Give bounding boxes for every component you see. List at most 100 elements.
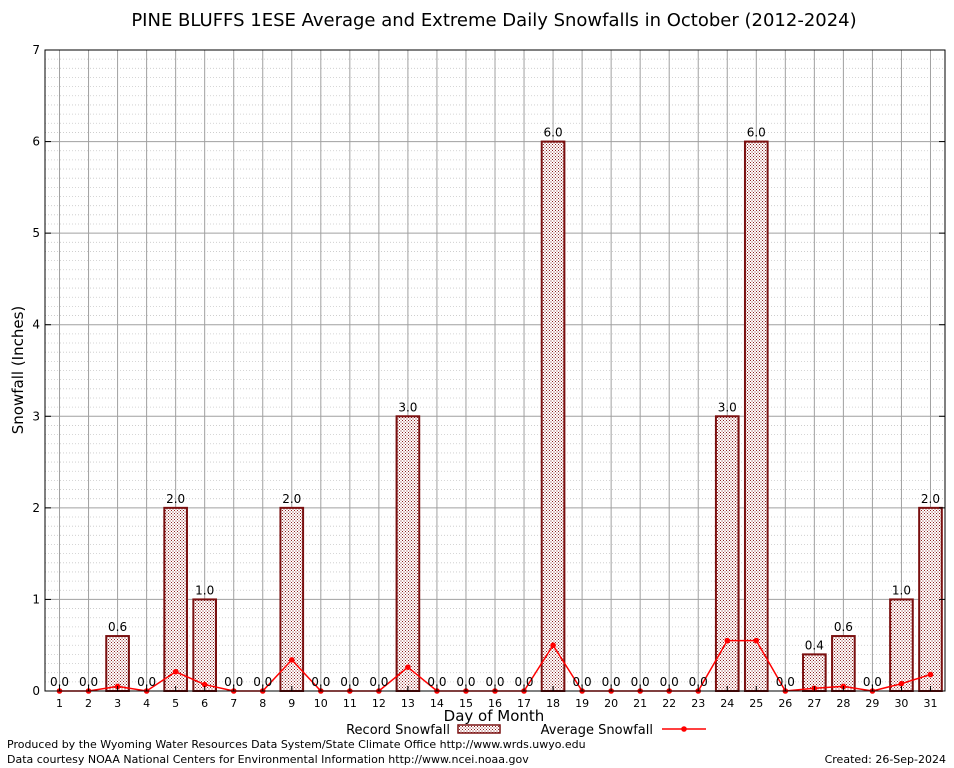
bar-value-label: 6.0: [544, 126, 563, 140]
bar-value-label: 6.0: [747, 126, 766, 140]
x-tick-label: 29: [865, 697, 879, 710]
x-tick-label: 20: [604, 697, 618, 710]
bar-value-label: 0.0: [573, 675, 592, 689]
average-point: [288, 657, 295, 663]
x-tick-label: 8: [259, 697, 266, 710]
bar-value-label: 0.4: [805, 638, 824, 652]
x-tick-label: 10: [314, 697, 328, 710]
x-tick-label: 3: [114, 697, 121, 710]
legend: Record Snowfall Average Snowfall: [346, 723, 706, 738]
average-point: [898, 680, 905, 687]
bar-value-label: 0.0: [776, 675, 795, 689]
bar-value-label: 0.0: [340, 675, 359, 689]
x-tick-label: 28: [836, 697, 850, 710]
legend-label-record: Record Snowfall: [346, 723, 450, 738]
y-tick-label: 2: [32, 501, 40, 515]
x-tick-label: 1: [56, 697, 63, 710]
record-bar: [714, 415, 740, 692]
x-axis-label: Day of Month: [444, 707, 545, 725]
record-bar: [918, 506, 943, 692]
bar-value-labels: 0.0 0.0 0.6 0.0 2.0 1.0 0.0 0.0 2.0 0.0 0.0 0.0 3.0 0…: [50, 126, 940, 689]
y-tick-label: 7: [32, 43, 40, 57]
average-point: [753, 637, 760, 644]
record-bar: [163, 506, 188, 692]
legend-label-average: Average Snowfall: [541, 723, 653, 738]
chart-title: PINE BLUFFS 1ESE Average and Extreme Dai…: [131, 10, 856, 31]
bar-value-label: 2.0: [166, 492, 185, 506]
record-bar: [889, 598, 914, 693]
record-bar: [395, 415, 421, 692]
bar-value-label: 1.0: [195, 583, 214, 597]
y-tick-label: 1: [32, 592, 40, 606]
x-tick-label: 12: [372, 697, 386, 710]
x-tick-label: 16: [488, 697, 502, 710]
x-tick-label: 11: [343, 697, 357, 710]
x-tick-label: 24: [720, 697, 734, 710]
bar-value-label: 0.0: [631, 675, 650, 689]
legend-marker-average: [681, 726, 687, 732]
y-tick-label: 6: [32, 135, 40, 149]
x-tick-label: 13: [401, 697, 415, 710]
x-tick-label: 6: [201, 697, 208, 710]
record-bar: [831, 635, 856, 692]
average-point: [172, 668, 179, 675]
bar-value-label: 2.0: [282, 492, 301, 506]
bar-value-label: 0.0: [689, 675, 708, 689]
bar-value-label: 0.0: [224, 675, 243, 689]
bar-value-label: 0.0: [456, 675, 475, 689]
x-tick-label: 19: [575, 697, 589, 710]
bar-value-label: 0.6: [108, 620, 127, 634]
bar-value-label: 0.0: [660, 675, 679, 689]
x-tick-label: 27: [807, 697, 821, 710]
y-tick-label: 5: [32, 226, 40, 240]
average-point: [201, 681, 208, 688]
bar-value-label: 2.0: [921, 492, 940, 506]
bar-value-label: 0.0: [311, 675, 330, 689]
average-point: [405, 664, 411, 670]
x-tick-label: 23: [691, 697, 705, 710]
record-bar: [743, 140, 769, 693]
footer-created-date: Created: 26-Sep-2024: [825, 753, 946, 766]
y-tick-label: 0: [32, 684, 40, 698]
x-tick-label: 2: [85, 697, 92, 710]
y-tick-label: 3: [32, 409, 40, 423]
footer-credit-line: Produced by the Wyoming Water Resources …: [7, 738, 586, 751]
record-bar: [279, 506, 305, 692]
average-point: [550, 642, 556, 649]
bar-value-label: 0.0: [514, 675, 533, 689]
x-tick-label: 17: [517, 697, 531, 710]
legend-swatch-record: [457, 724, 501, 734]
bar-value-label: 0.0: [253, 675, 272, 689]
x-tick-label: 7: [230, 697, 237, 710]
bar-value-label: 3.0: [398, 400, 417, 414]
x-tick-label: 9: [288, 697, 295, 710]
bar-value-label: 0.0: [602, 675, 621, 689]
bar-value-label: 0.0: [485, 675, 504, 689]
bar-series: [105, 140, 943, 693]
x-tick-label: 5: [172, 697, 179, 710]
x-tick-label: 4: [143, 697, 150, 710]
bar-value-label: 0.0: [427, 675, 446, 689]
x-tick-label: 31: [923, 697, 937, 710]
x-tick-label: 18: [546, 697, 560, 710]
bar-value-label: 0.0: [79, 675, 98, 689]
bar-value-label: 0.0: [369, 675, 388, 689]
bar-value-label: 3.0: [718, 400, 737, 414]
bar-value-label: 0.6: [834, 620, 853, 634]
x-tick-label: 30: [894, 697, 908, 710]
footer-data-source-line: Data courtesy NOAA National Centers for …: [7, 753, 529, 766]
x-tick-label: 14: [430, 697, 444, 710]
x-tick-label: 22: [662, 697, 676, 710]
average-point: [927, 671, 934, 678]
x-tick-label: 15: [459, 697, 473, 710]
y-tick-label: 4: [32, 318, 40, 332]
x-tick-label: 26: [778, 697, 792, 710]
x-tick-label: 25: [749, 697, 763, 710]
y-axis-label: Snowfall (Inches): [9, 306, 27, 434]
average-point: [724, 637, 731, 644]
bar-value-label: 1.0: [892, 583, 911, 597]
record-bar: [105, 635, 130, 692]
bar-value-label: 0.0: [50, 675, 69, 689]
